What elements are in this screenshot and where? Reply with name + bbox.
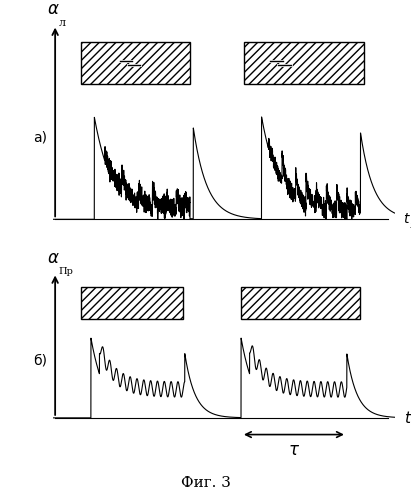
Bar	[81, 286, 183, 319]
Bar	[241, 286, 360, 319]
Text: $\alpha$: $\alpha$	[47, 0, 60, 18]
Bar	[241, 286, 360, 319]
Text: $t$: $t$	[403, 212, 411, 226]
Text: б): б)	[33, 353, 47, 367]
Text: $\alpha$: $\alpha$	[47, 250, 60, 268]
Text: л: л	[58, 18, 65, 28]
Text: л: л	[410, 221, 411, 230]
Text: Фиг. 3: Фиг. 3	[180, 476, 231, 490]
Bar	[81, 286, 183, 319]
Bar	[81, 42, 190, 84]
Text: $t$: $t$	[404, 410, 411, 426]
Text: Пр: Пр	[58, 268, 73, 276]
Bar	[81, 42, 190, 84]
Bar	[245, 42, 364, 84]
Text: а): а)	[33, 130, 47, 144]
Text: $\tau$: $\tau$	[288, 441, 300, 459]
Bar	[245, 42, 364, 84]
